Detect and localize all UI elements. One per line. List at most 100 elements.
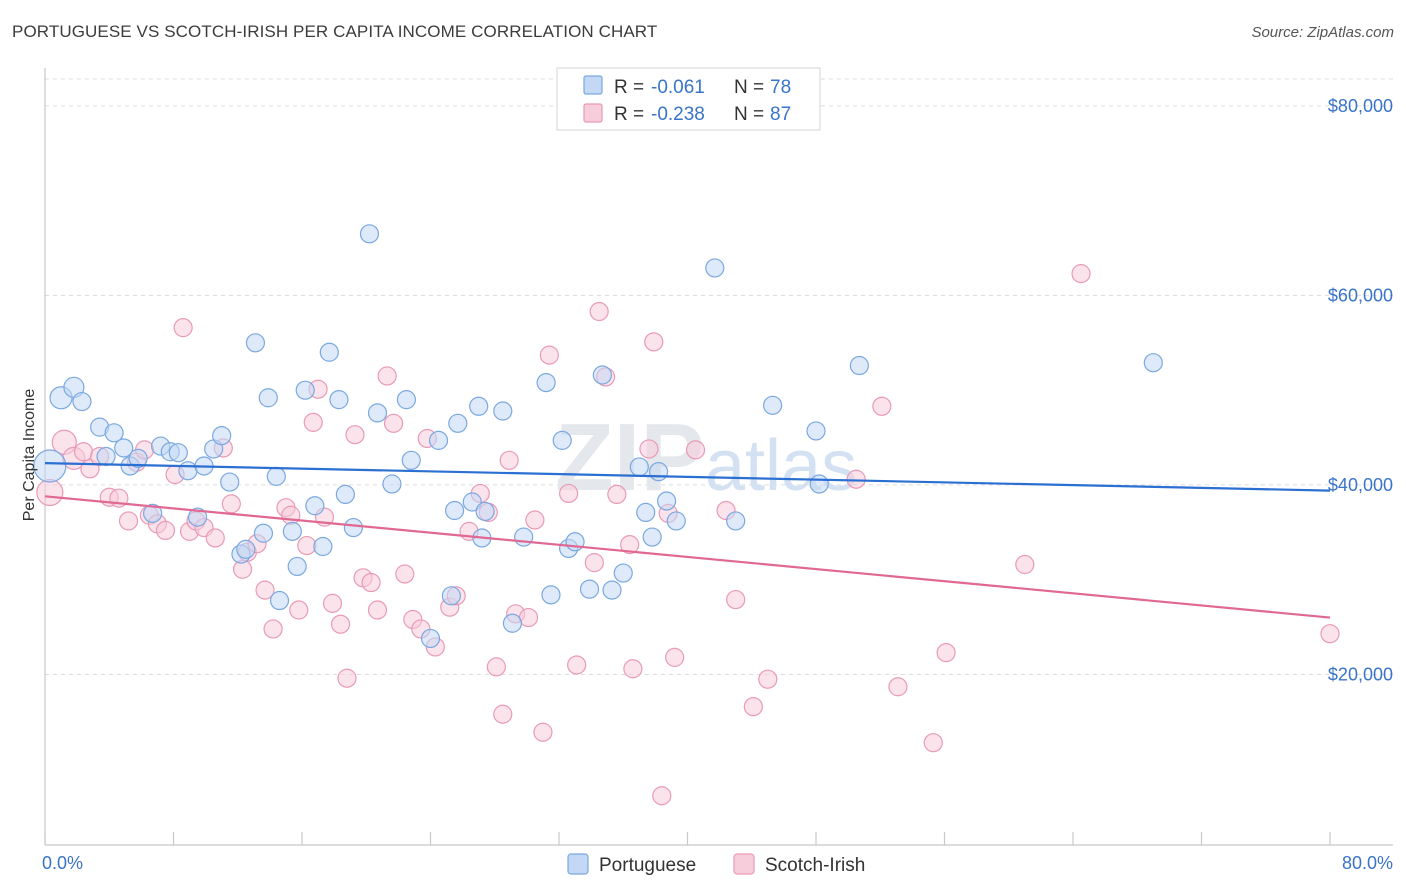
trend-lines (44, 462, 1331, 619)
portuguese-point (313, 536, 333, 557)
x-tick-label: 80.0% (1342, 853, 1393, 873)
y-tick-labels: $20,000 $40,000 $60,000 $80,000 (1328, 96, 1393, 685)
bottom-legend: Portuguese Scotch-Irish (567, 853, 865, 876)
scotch-irish-point (367, 600, 388, 620)
scotch-irish-point (345, 425, 365, 445)
y-axis-label: Per Capita Income (21, 389, 38, 522)
portuguese-point (382, 474, 402, 494)
portuguese-point (629, 457, 649, 477)
scotch-irish-point (665, 647, 685, 667)
portuguese-point (305, 496, 325, 516)
portuguese-point (493, 401, 513, 421)
scotch-irish-point (255, 580, 275, 600)
y-tick-label: $60,000 (1328, 285, 1393, 305)
y-tick-label: $20,000 (1328, 664, 1393, 684)
scotch-irish-point (205, 528, 225, 548)
portuguese-point (642, 527, 662, 547)
scotch-irish-point (377, 366, 397, 386)
portuguese-point (295, 380, 315, 400)
portuguese-point (253, 523, 274, 543)
portuguese-point (367, 403, 388, 423)
portuguese-point (335, 484, 355, 505)
portuguese-point (72, 391, 92, 412)
portuguese-point (187, 507, 208, 527)
portuguese-point (114, 438, 134, 458)
scotch-irish-point (73, 442, 94, 462)
portuguese-point (220, 472, 240, 492)
scotch-irish-point (846, 469, 866, 489)
portuguese-point (444, 500, 465, 521)
portuguese-point (168, 443, 188, 463)
scotch-irish-point (493, 704, 513, 724)
legend-r-value-portuguese: -0.061 (651, 77, 705, 98)
scotch-irish-point (567, 655, 587, 675)
portuguese-point (565, 532, 585, 552)
scotch-irish-point (685, 440, 706, 460)
portuguese-point (763, 395, 783, 415)
portuguese-point (258, 388, 278, 408)
legend-n-label-scotch-irish: N = (734, 104, 764, 125)
scotch-irish-trend-line (44, 495, 1331, 619)
portuguese-point (657, 491, 677, 511)
y-tick-label: $80,000 (1328, 96, 1393, 116)
watermark: ZIP atlas (555, 404, 857, 511)
scotch-irish-point (872, 396, 892, 416)
portuguese-point (705, 258, 725, 278)
bottom-legend-label-portuguese: Portuguese (599, 855, 696, 876)
portuguese-point (462, 492, 482, 512)
scotch-irish-point (1320, 624, 1340, 644)
scotch-irish-point (726, 589, 746, 610)
scotch-irish-point (652, 786, 672, 806)
scotch-irish-point (383, 413, 404, 433)
legend-r-value-scotch-irish: -0.238 (651, 104, 705, 125)
portuguese-point (475, 501, 495, 522)
scotch-irish-point (758, 669, 778, 689)
y-tick-label: $40,000 (1328, 475, 1393, 495)
portuguese-point (236, 539, 256, 559)
portuguese-point (552, 430, 572, 450)
scotch-irish-point (539, 345, 559, 365)
legend-n-value-portuguese: 78 (770, 77, 791, 98)
portuguese-point (359, 224, 380, 244)
portuguese-point (806, 421, 826, 441)
portuguese-point (536, 372, 556, 393)
legend-r-label-portuguese: R = (614, 77, 644, 98)
scotch-irish-point (36, 478, 64, 507)
scotch-irish-point (743, 697, 763, 717)
portuguese-point (602, 580, 622, 600)
scotch-irish-point (589, 301, 609, 322)
scotch-irish-point (888, 677, 908, 697)
portuguese-trend-line (44, 462, 1331, 492)
portuguese-point (319, 342, 339, 362)
portuguese-point (343, 517, 363, 538)
portuguese-point (212, 426, 232, 446)
bottom-legend-swatch-scotch-irish (733, 853, 755, 875)
scotch-irish-point (486, 657, 506, 677)
portuguese-point (448, 413, 468, 433)
scotch-irish-point (620, 535, 640, 555)
portuguese-point (648, 462, 669, 482)
portuguese-point (143, 503, 163, 523)
watermark-atlas: atlas (705, 426, 857, 506)
scotch-irish-point (584, 553, 604, 573)
portuguese-point (282, 521, 302, 541)
portuguese-point (666, 511, 686, 531)
portuguese-point (613, 563, 633, 583)
scotch-irish-point (361, 572, 381, 593)
portuguese-point (420, 628, 441, 649)
x-tick-label: 0.0% (42, 853, 83, 873)
portuguese-point (469, 396, 489, 416)
scotch-irish-point (936, 643, 956, 663)
portuguese-point (514, 527, 534, 547)
portuguese-point (396, 390, 417, 410)
scotch-irish-point (289, 600, 309, 620)
legend: R = -0.061 N = 78 R = -0.238 N = 87 (556, 67, 821, 131)
scotch-irish-point (623, 659, 643, 679)
legend-n-label-portuguese: N = (734, 77, 764, 98)
scotch-irish-point (281, 505, 301, 525)
scotch-irish-point (533, 722, 553, 742)
scotch-irish-point (155, 520, 176, 541)
scotch-irish-point (221, 494, 241, 514)
portuguese-point (245, 333, 266, 353)
portuguese-point (128, 448, 148, 468)
